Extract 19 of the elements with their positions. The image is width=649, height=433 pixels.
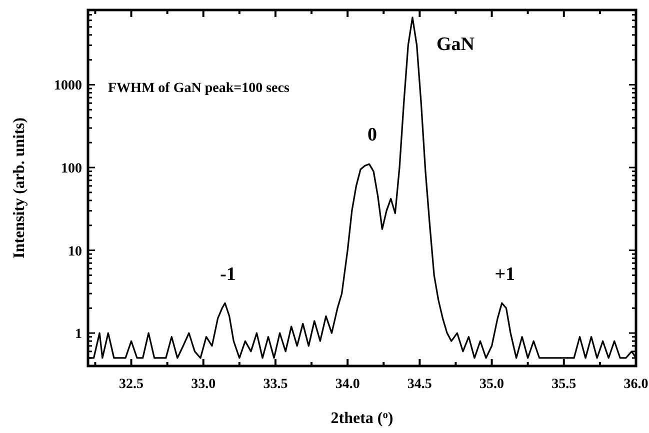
y-axis-title: Intensity (arb. units) [11, 118, 28, 258]
y-tick-label: 100 [61, 162, 82, 177]
x-tick-label: 32.5 [119, 377, 144, 392]
x-tick-label: 34.5 [407, 377, 432, 392]
x-tick-label: 36.0 [624, 377, 648, 392]
y-tick-label: 1 [75, 327, 82, 342]
annotation: 0 [367, 124, 377, 146]
text: 33.0 [191, 377, 216, 392]
x-tick-label: 33.5 [263, 377, 288, 392]
x-tick-label: 35.0 [480, 377, 504, 392]
y-tick-label: 1000 [54, 78, 82, 94]
x-tick-label: 34.0 [335, 377, 360, 392]
annotation: +1 [494, 264, 516, 285]
x-tick-label: 35.5 [552, 377, 576, 392]
y-tick-label: 10 [68, 244, 82, 260]
x-axis-title: 2theta ($^{o}$) [330, 410, 394, 427]
annotation: -1 [220, 264, 236, 285]
annotation: GaN [436, 34, 475, 56]
annotation: FWHM of GaN peak=100 secs [108, 81, 290, 96]
